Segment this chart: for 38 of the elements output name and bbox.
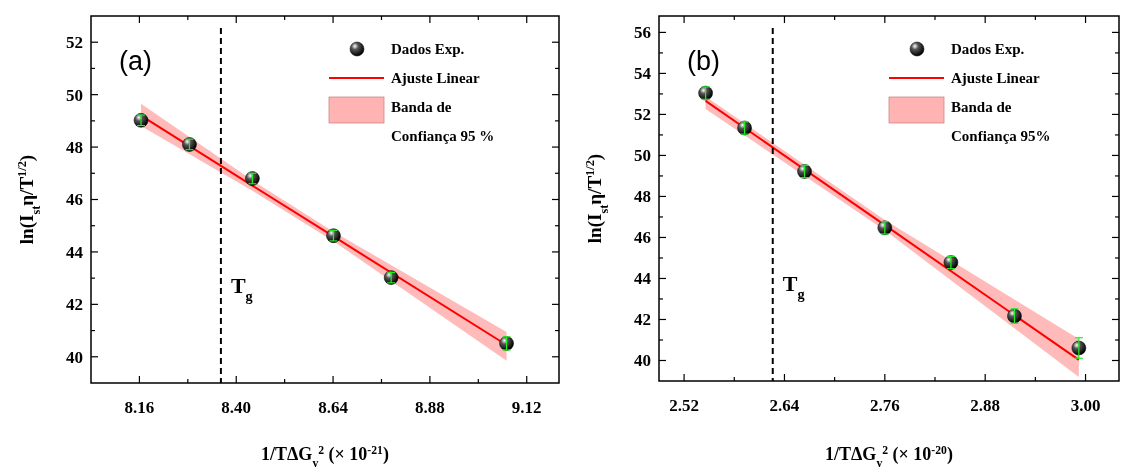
- y-tick-label: 50: [66, 85, 83, 105]
- x-tick-label: 9.12: [511, 398, 542, 417]
- legend-label: Dados Exp.: [951, 41, 1025, 57]
- x-tick-label: 2.88: [970, 396, 1001, 415]
- legend-label: Ajuste Linear: [951, 70, 1041, 86]
- y-tick-label: 54: [634, 64, 652, 84]
- y-tick-label: 52: [66, 33, 83, 53]
- y-tick-label: 52: [634, 105, 651, 125]
- annotation: (b): [687, 46, 720, 76]
- x-tick-label: 8.88: [415, 398, 445, 417]
- legend-label: Ajuste Linear: [391, 70, 481, 86]
- annotation: (a): [119, 46, 152, 76]
- x-tick-label: 2.76: [869, 396, 900, 415]
- y-tick-label: 44: [634, 269, 652, 289]
- ref-line-label: T$_{g}$: [782, 271, 806, 302]
- y-tick-label: 40: [66, 347, 83, 367]
- y-tick-label: 48: [634, 187, 651, 207]
- x-axis-title: 1/TΔG$_{v}$$^{2}$ (× 10$^{-21}$): [261, 443, 389, 468]
- x-tick-label: 8.64: [318, 398, 349, 417]
- x-tick-label: 2.64: [769, 396, 800, 415]
- y-tick-label: 42: [634, 310, 651, 330]
- y-tick-label: 46: [634, 228, 651, 248]
- x-tick-label: 2.52: [669, 396, 699, 415]
- y-tick-label: 46: [66, 190, 83, 210]
- x-axis-title: 1/TΔG$_{v}$$^{2}$ (× 10$^{-20}$): [825, 443, 953, 468]
- y-tick-label: 40: [634, 351, 651, 371]
- y-tick-label: 48: [66, 138, 83, 158]
- x-tick-label: 8.40: [221, 398, 252, 417]
- x-tick-label: 8.16: [124, 398, 155, 417]
- annotation: Banda de Confiança 95 %: [391, 99, 495, 144]
- y-tick-label: 44: [66, 242, 84, 262]
- annotation: Banda de Confiança 95%: [951, 99, 1051, 144]
- legend-label: Dados Exp.: [391, 41, 465, 57]
- y-tick-label: 56: [634, 23, 651, 43]
- x-tick-label: 3.00: [1070, 396, 1101, 415]
- ref-line-label: T$_{g}$: [230, 273, 254, 304]
- y-tick-label: 50: [634, 146, 651, 166]
- y-tick-label: 42: [66, 295, 83, 315]
